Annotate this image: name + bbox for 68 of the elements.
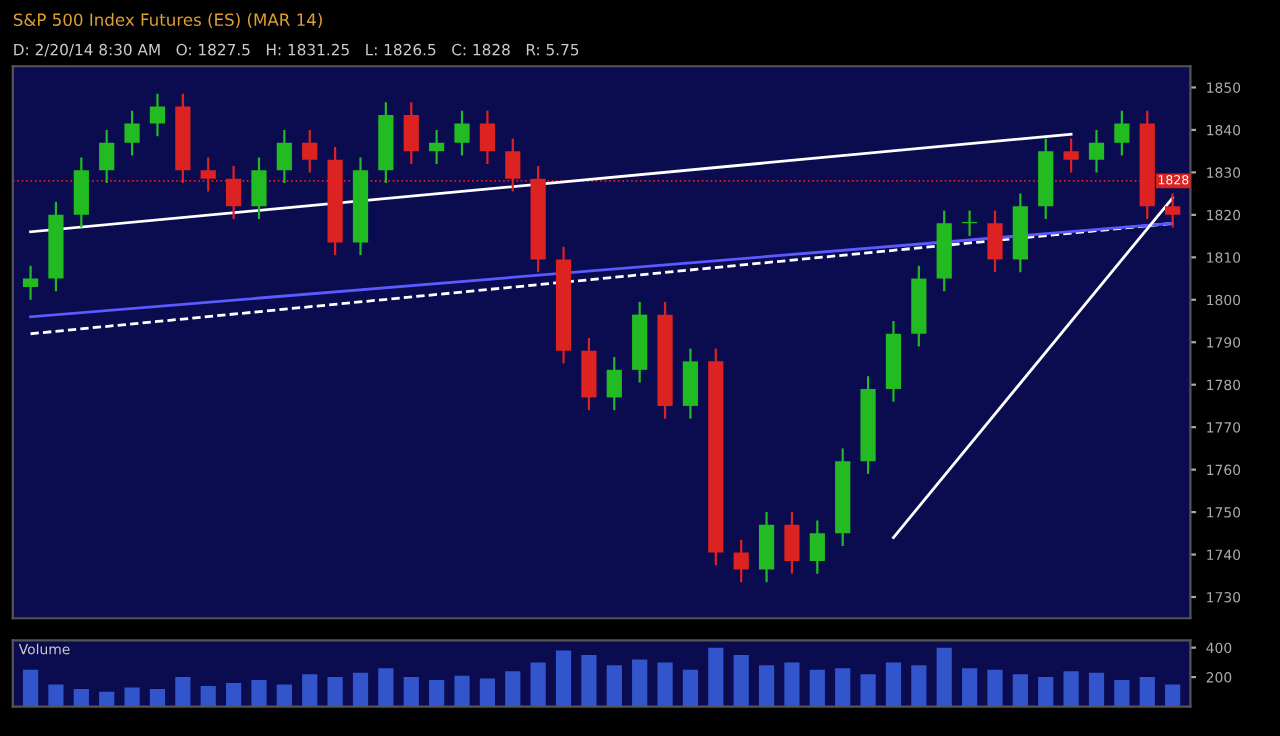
bar [860,674,876,707]
bar [936,647,952,707]
bar [429,680,445,707]
bar [835,668,851,707]
bar [733,655,749,707]
bar [479,678,496,707]
bar [352,672,369,707]
candlestick [682,347,699,420]
candlestick [149,92,166,138]
candlestick [99,128,115,185]
candlestick [251,156,267,221]
candlestick [606,355,622,412]
bar [124,687,140,707]
candlestick [581,336,597,412]
candlestick [479,109,496,166]
bar [987,669,1003,707]
bar [885,662,902,707]
candlestick [758,510,775,584]
candlestick [809,519,825,575]
candlestick [276,128,292,185]
bar [403,677,419,707]
bar [175,677,191,707]
bar [505,671,521,707]
bar [555,650,572,707]
bar [1038,677,1054,707]
bar [200,685,216,707]
bar [276,684,292,707]
chart-title: S&P 500 Index Futures (ES) (MAR 14) [13,13,322,28]
candlestick [987,209,1003,274]
bar [758,665,775,707]
bar [530,662,546,707]
bar [378,668,394,707]
candlestick [403,101,419,166]
bar [1114,680,1130,707]
candlestick [1114,109,1130,157]
bar [961,668,978,707]
bar [632,659,648,707]
candlestick [1088,128,1105,174]
candlestick [1165,192,1181,229]
bar [1012,674,1028,707]
candlestick [429,128,445,166]
candlestick [454,109,470,157]
candlestick [784,510,800,575]
candlestick [73,156,89,229]
bar [48,684,64,707]
bar [581,655,597,707]
bar [809,669,825,707]
candlestick [124,109,140,157]
candlestick [1063,137,1079,174]
bar [1063,671,1079,707]
bar [1088,672,1105,707]
bar [1139,677,1155,707]
candlestick [302,128,318,174]
bar [1165,684,1181,707]
bar [454,675,470,707]
bar [911,665,927,707]
bar [708,647,724,707]
candlestick [733,538,749,584]
bar [784,662,800,707]
bar [682,669,699,707]
bar [657,662,673,707]
bar [225,683,242,707]
bar [606,665,622,707]
bar [22,669,39,707]
candlestick [22,264,39,301]
bar [251,680,267,707]
bar [327,677,343,707]
bar [302,674,318,707]
